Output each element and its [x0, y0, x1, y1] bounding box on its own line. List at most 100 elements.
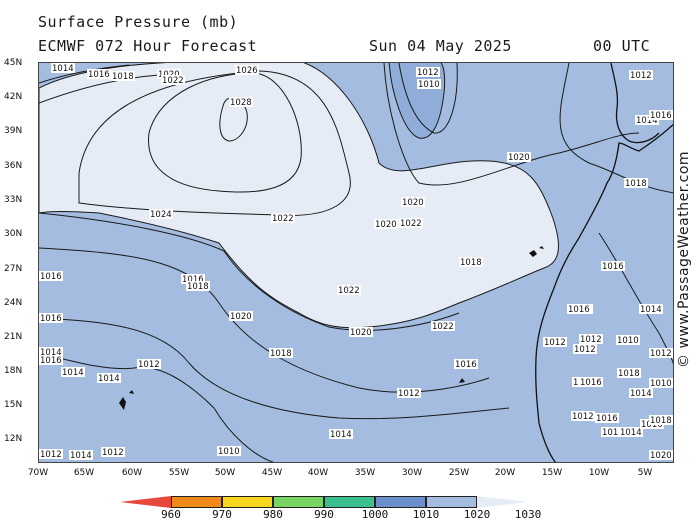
isobar-label-bg	[39, 355, 63, 365]
lon-label: 30W	[401, 468, 423, 478]
isobar-label-bg	[269, 348, 293, 358]
isobar-label-bg	[87, 69, 111, 79]
isobar-nw	[39, 64, 160, 104]
isobar-1014-ring	[39, 352, 275, 462]
lon-label: 25W	[448, 468, 470, 478]
isobar-1018-ring	[39, 247, 490, 393]
isobar-label-bg	[101, 447, 125, 457]
isobar-label-bg	[111, 71, 135, 81]
isobar-label: 1024	[150, 210, 172, 220]
isobar-label: 1016	[182, 275, 204, 285]
isobar-label-bg	[616, 335, 640, 345]
colorbar-segment	[171, 496, 222, 508]
pressure-map-svg	[39, 63, 673, 462]
isobar-label: 1018	[625, 179, 647, 189]
isobar-label: 1014	[40, 348, 62, 358]
isobar-label-bg	[229, 97, 253, 107]
isobar-label: 1012	[544, 338, 566, 348]
isobar-label-bg	[649, 415, 673, 425]
isobar-1020-ring	[39, 212, 460, 331]
isobar-label: 1014	[640, 305, 662, 315]
isobar-label: 1016	[568, 305, 590, 315]
colorbar-label: 980	[263, 508, 283, 521]
colorbar-segment	[222, 496, 273, 508]
isobar-label-bg	[401, 197, 425, 207]
isobar-label: 1020	[375, 220, 397, 230]
colorbar-right-arrow	[477, 496, 528, 508]
isobar-1016-ring	[39, 317, 510, 420]
isobar-label: 1010	[617, 336, 639, 346]
isobar-label: 1012	[572, 412, 594, 422]
lat-label: 33N	[4, 195, 23, 205]
isobar-label-bg	[416, 67, 440, 77]
isobar-label-bg	[337, 285, 361, 295]
lon-label: 5W	[637, 468, 653, 478]
isobar-label: 1020	[402, 198, 424, 208]
lat-label: 27N	[4, 264, 23, 274]
isobar-label: 1022	[162, 76, 184, 86]
isobar-label-bg	[629, 70, 653, 80]
isobar-label-bg	[595, 413, 619, 423]
isobar-label-bg	[635, 115, 659, 125]
isobar-label: 1012	[574, 345, 596, 355]
isobar-label: 1012	[650, 349, 672, 359]
lat-label: 36N	[4, 161, 23, 171]
isobar-label: 1014	[636, 116, 658, 126]
isobar-label: 1020	[230, 312, 252, 322]
lat-label: 18N	[4, 366, 23, 376]
isobar-label: 1012	[40, 450, 62, 460]
isobar-label: 1014	[330, 430, 352, 440]
lon-label: 50W	[214, 468, 236, 478]
model-label: ECMWF 072 Hour Forecast	[38, 37, 258, 55]
isobar-label-bg	[397, 388, 421, 398]
isobar-label-bg	[601, 261, 625, 271]
isobar-1012-north	[398, 63, 458, 134]
map-title: Surface Pressure (mb)	[38, 13, 239, 31]
isobar-label-bg	[459, 257, 483, 267]
colorbar-label: 1010	[412, 508, 440, 521]
lat-label: 30N	[4, 229, 23, 239]
isobar-1016-north	[383, 63, 640, 186]
isobar-label: 1016	[596, 414, 618, 424]
isobar-label: 1018	[460, 258, 482, 268]
isobar-label: 1022	[400, 219, 422, 229]
isobar-label: 1016	[650, 111, 672, 121]
isobar-label: 1014	[62, 368, 84, 378]
isobar-label: 1012	[417, 68, 439, 78]
colorbar-left-arrow	[120, 496, 171, 508]
isobar-label-bg	[235, 65, 259, 75]
pressure-map: 1014101610181020102210261028101210101012…	[38, 62, 674, 463]
isobar-label-bg	[61, 367, 85, 377]
isobar-label: 1012	[138, 360, 160, 370]
isobar-label: 1018	[650, 416, 672, 426]
isobar-label: 1020	[508, 153, 530, 163]
isobar-label: 1014	[70, 451, 92, 461]
isobar-label-bg	[39, 449, 63, 459]
isobar-labels: 1014101610181020102210261028101210101012…	[39, 63, 673, 461]
lon-label: 10W	[588, 468, 610, 478]
isobar-1024	[78, 70, 351, 216]
colorbar-label: 970	[212, 508, 232, 521]
colorbar-segment	[273, 496, 324, 508]
isobar-label-bg	[649, 110, 673, 120]
isobar-label-bg	[649, 450, 673, 460]
isobar-label: 1012	[398, 389, 420, 399]
colorbar-label: 960	[161, 508, 181, 521]
lon-label: 20W	[494, 468, 516, 478]
isobar-label-bg	[51, 63, 75, 73]
isobar-label-bg	[579, 377, 603, 387]
lat-label: 15N	[4, 400, 23, 410]
isobar-label-bg	[186, 281, 210, 291]
lat-label: 39N	[4, 126, 23, 136]
isobar-label-bg	[649, 378, 673, 388]
isobar-label-bg	[543, 337, 567, 347]
isobar-label-bg	[374, 219, 398, 229]
isobar-label-bg	[579, 334, 603, 344]
isobar-label-bg	[349, 327, 373, 337]
isobar-label-bg	[507, 152, 531, 162]
isobar-label-bg	[329, 429, 353, 439]
isobar-label-bg	[617, 368, 641, 378]
isobar-label-bg	[629, 388, 653, 398]
coastline	[535, 123, 673, 462]
isobar-label: 1020	[650, 451, 672, 461]
